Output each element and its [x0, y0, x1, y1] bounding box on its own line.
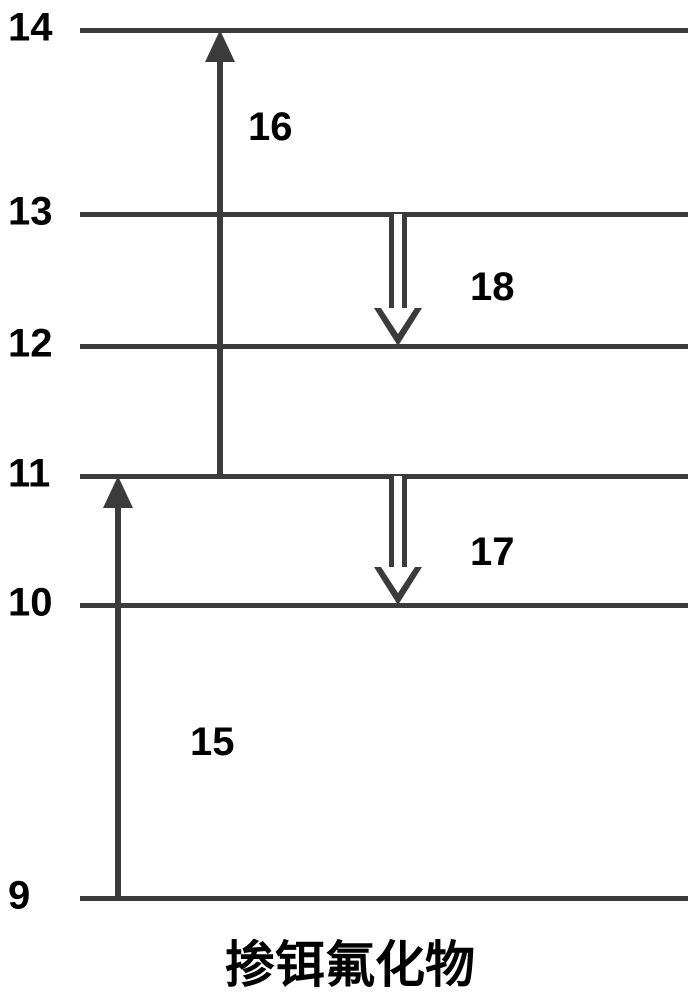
arrow-shaft — [389, 476, 407, 567]
arrowhead-icon — [205, 30, 235, 62]
diagram-caption: 掺铒氟化物 — [130, 925, 570, 997]
level-11-label: 11 — [8, 451, 50, 496]
level-13-line — [80, 212, 688, 217]
level-9-label: 9 — [8, 873, 30, 918]
level-13-label: 13 — [8, 189, 53, 234]
arrow-label-16: 16 — [248, 105, 293, 150]
arrow-shaft — [217, 62, 223, 476]
level-12-label: 12 — [8, 321, 53, 366]
energy-level-diagram: 14 13 12 11 10 9 15 16 17 18 掺铒氟化物 — [0, 0, 693, 1000]
arrowhead-fill-icon — [381, 308, 415, 334]
level-9-line — [80, 896, 688, 901]
arrow-label-18: 18 — [470, 265, 515, 310]
arrowhead-fill-icon — [381, 567, 415, 593]
level-10-label: 10 — [8, 580, 53, 625]
level-11-line — [80, 474, 688, 479]
arrow-shaft — [115, 508, 121, 898]
level-14-label: 14 — [8, 5, 53, 50]
arrowhead-icon — [103, 476, 133, 508]
arrow-label-15: 15 — [190, 720, 235, 765]
arrow-shaft — [389, 214, 407, 308]
arrow-label-17: 17 — [470, 530, 515, 575]
level-14-line — [80, 28, 688, 33]
